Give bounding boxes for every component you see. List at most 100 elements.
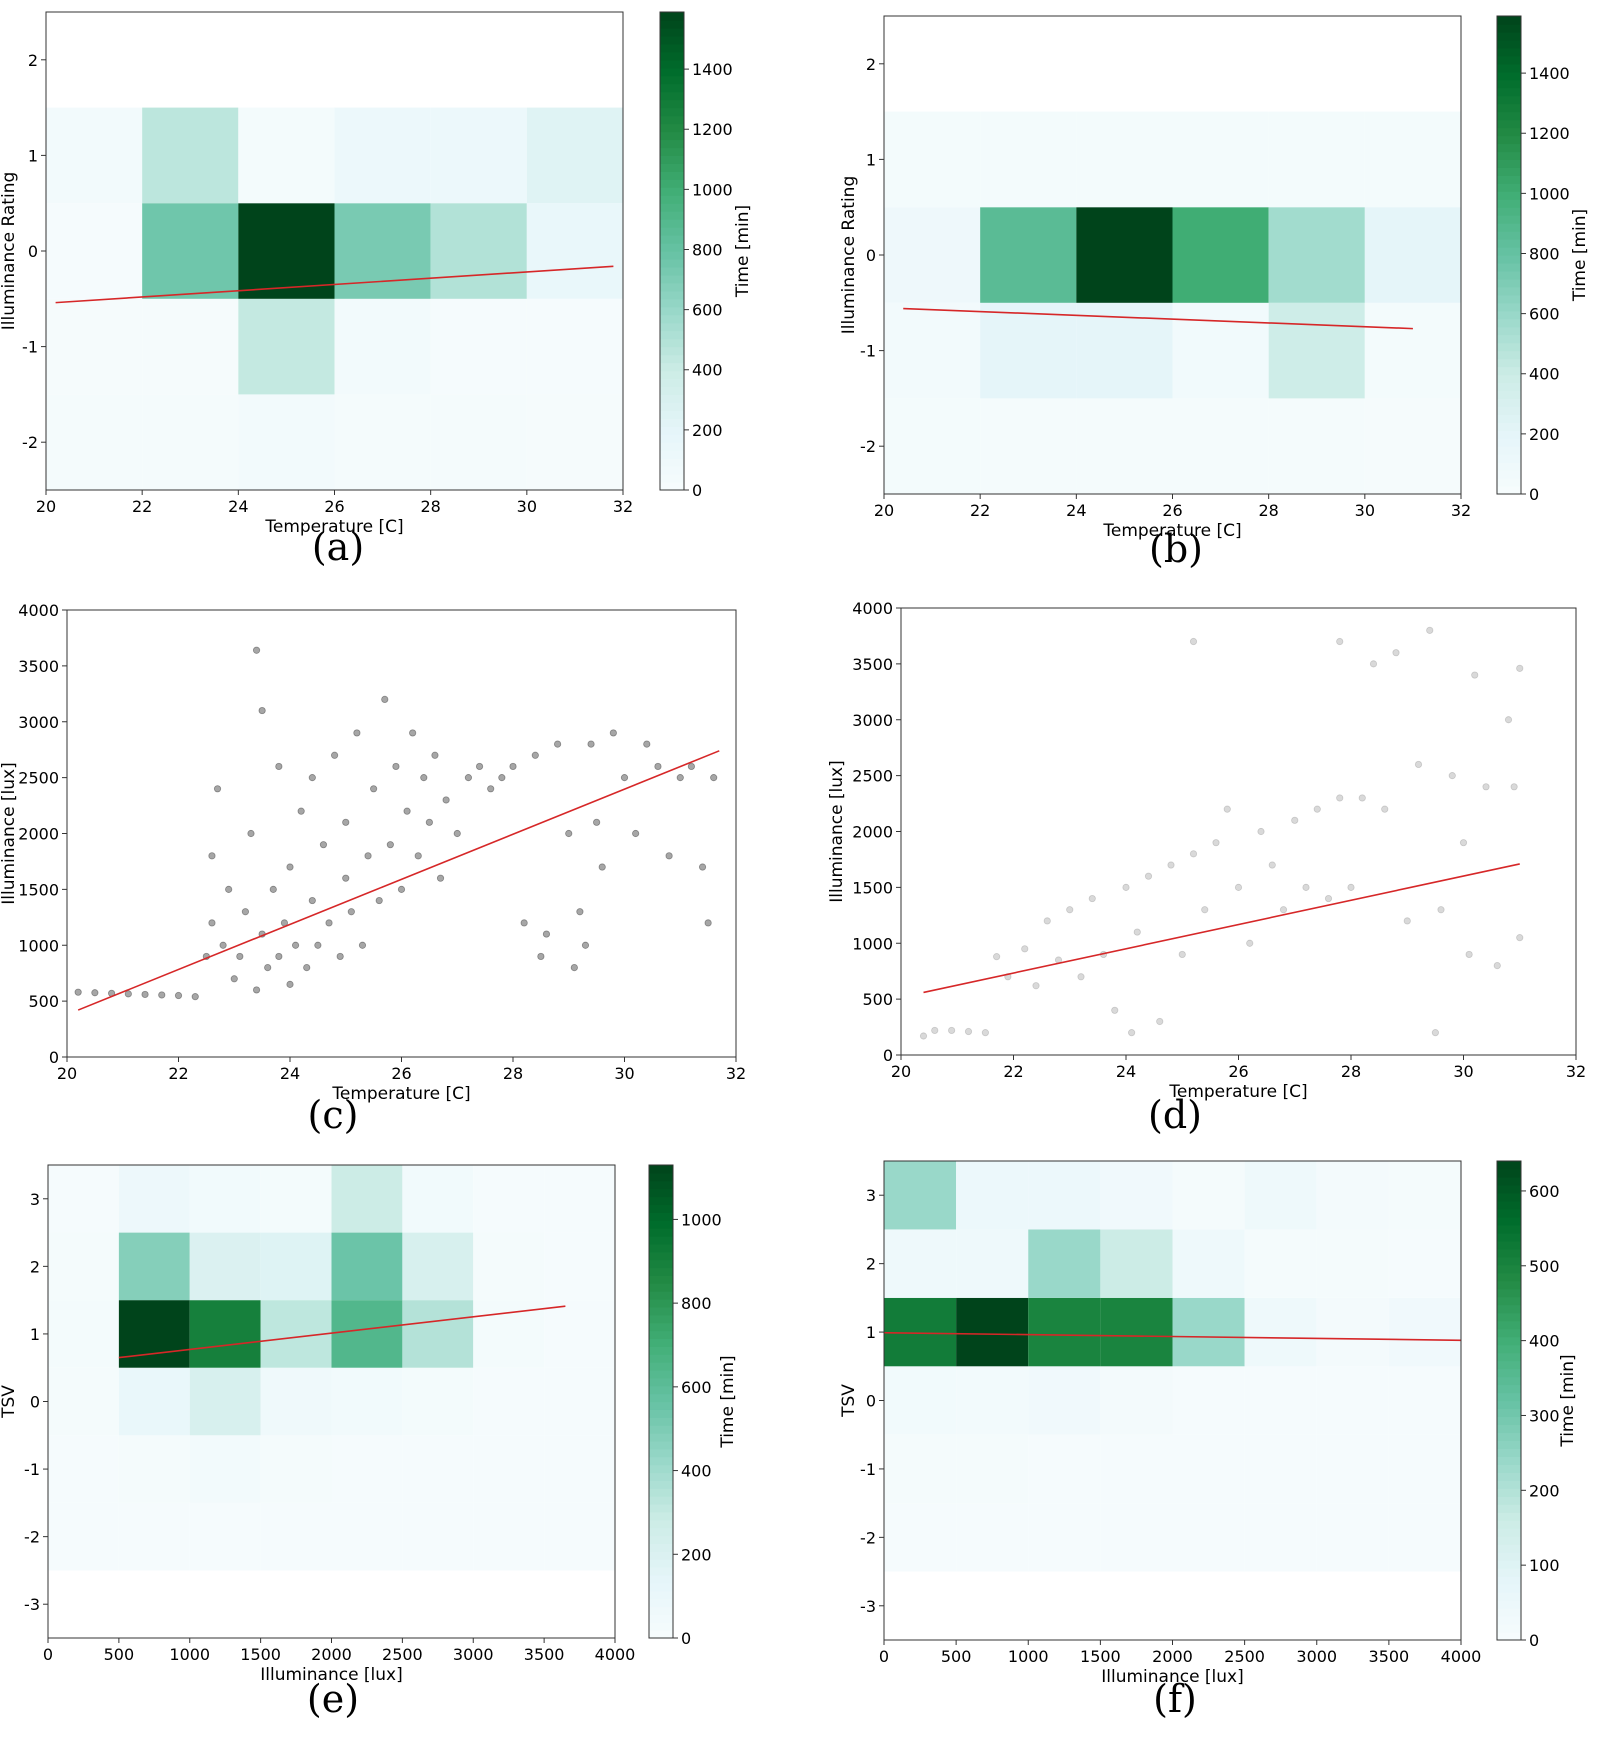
heatmap-cell	[1172, 1161, 1245, 1230]
panel-label: (d)	[1148, 1093, 1202, 1137]
heatmap-cell	[1172, 1366, 1245, 1435]
y-tick-label: 0	[883, 1046, 893, 1065]
colorbar-segment	[1497, 1504, 1521, 1513]
regression-line	[55, 265, 614, 304]
y-tick-label: -3	[860, 1597, 876, 1616]
heatmap-cell	[334, 394, 431, 490]
x-tick-label: 20	[891, 1062, 911, 1081]
colorbar-segment	[660, 322, 684, 332]
heatmap-cell	[46, 298, 143, 395]
heatmap-cell	[884, 1297, 957, 1367]
x-axis-label: Temperature [C]	[1168, 1082, 1307, 1102]
heatmap-cell	[884, 207, 981, 303]
colorbar-segment	[1497, 1320, 1521, 1330]
colorbar-tick-label: 200	[681, 1545, 712, 1564]
scatter-point	[275, 762, 283, 771]
y-tick-label: 3000	[18, 713, 59, 732]
scatter-point	[425, 818, 433, 826]
scatter-point	[475, 762, 484, 771]
y-tick-label: -3	[24, 1595, 40, 1614]
colorbar-segment	[1497, 1408, 1521, 1418]
colorbar-segment	[1497, 1616, 1521, 1625]
heatmap-cell	[334, 298, 431, 395]
colorbar-tick-label: 800	[1529, 244, 1560, 263]
colorbar-segment	[649, 1582, 673, 1592]
heatmap-cell	[1028, 1366, 1101, 1435]
scatter-point	[542, 930, 551, 938]
x-tick-label: 28	[1341, 1062, 1361, 1081]
colorbar-segment	[1497, 1376, 1521, 1386]
heatmap-cell	[1028, 1161, 1101, 1230]
x-tick-label: 1000	[169, 1645, 210, 1664]
colorbar-segment	[660, 171, 684, 180]
colorbar-tick-label: 500	[1529, 1257, 1560, 1276]
heatmap-cell	[334, 203, 431, 299]
heatmap-cell	[430, 394, 527, 490]
colorbar-segment	[1497, 1368, 1521, 1378]
scatter-point	[308, 774, 316, 782]
heatmap-cell	[956, 1366, 1029, 1435]
y-tick-label: 2	[28, 51, 38, 70]
scatter-point	[1493, 961, 1501, 970]
panel-3: 20 22 24 26 28 30 32 0 500 1000 1500 2000 2500 3000 35…	[827, 599, 1586, 1137]
colorbar-segment	[1497, 1456, 1521, 1465]
scatter-point	[1448, 772, 1456, 780]
scatter-point	[1437, 906, 1445, 914]
colorbar-segment	[660, 290, 684, 300]
heatmap-cell	[402, 1502, 474, 1571]
heatmap-cell	[118, 1435, 190, 1503]
colorbar-segment	[660, 91, 684, 101]
scatter-point	[1234, 883, 1243, 891]
scatter-point	[342, 818, 350, 826]
scatter-point	[581, 941, 590, 949]
scatter-point	[124, 990, 132, 998]
scatter-point	[1369, 660, 1378, 668]
heatmap-cell	[260, 1435, 332, 1503]
colorbar-segment	[649, 1338, 673, 1347]
scatter-point	[431, 751, 439, 759]
colorbar-segment	[1497, 1328, 1521, 1338]
colorbar-segment	[1497, 175, 1521, 184]
colorbar-segment	[1497, 167, 1521, 176]
heatmap-cell	[544, 1232, 615, 1301]
colorbar-segment	[660, 131, 684, 141]
y-axis-label: TSV	[0, 1385, 19, 1419]
colorbar-tick-label: 0	[1529, 1631, 1539, 1650]
heatmap-cell	[238, 298, 335, 395]
scatter-point	[1336, 637, 1344, 646]
heatmap-cell	[260, 1367, 332, 1436]
heatmap-cell	[1172, 1229, 1245, 1298]
x-tick-label: 24	[1066, 501, 1086, 520]
colorbar-segment	[1497, 358, 1521, 368]
colorbar-segment	[1497, 71, 1521, 81]
colorbar-segment	[660, 35, 684, 45]
heatmap-cell	[189, 1502, 261, 1571]
heatmap-cell	[1388, 1229, 1461, 1298]
x-tick-label: 500	[941, 1647, 972, 1666]
colorbar-segment	[660, 19, 684, 29]
colorbar-tick-label: 200	[692, 421, 723, 440]
scatter-point	[1189, 637, 1198, 646]
colorbar-tick-label: 1200	[692, 120, 733, 139]
x-axis-label: Temperature [C]	[1102, 521, 1241, 541]
colorbar-segment	[660, 474, 684, 483]
colorbar-tick-label: 300	[1529, 1406, 1560, 1425]
colorbar-segment	[1497, 1176, 1521, 1186]
panel-0: 20 22 24 26 28 30 32 -2 -1 0 1 2 Temperature [C] Illu…	[0, 11, 753, 569]
heatmap-cell	[544, 1502, 615, 1571]
colorbar-segment	[1497, 414, 1521, 423]
heatmap-cell	[142, 298, 239, 395]
heatmap-cell	[402, 1367, 474, 1436]
heatmap-cell	[980, 398, 1077, 494]
colorbar-segment	[1497, 207, 1521, 216]
heatmap-cell	[1076, 207, 1173, 303]
x-tick-label: 2000	[311, 1645, 352, 1664]
scatter-point	[225, 885, 233, 893]
colorbar-segment	[649, 1330, 673, 1340]
x-tick-label: 0	[879, 1647, 889, 1666]
scatter-point	[1257, 827, 1265, 836]
colorbar-tick-label: 0	[681, 1629, 691, 1648]
scatter-point	[386, 841, 394, 849]
heatmap-cell	[142, 107, 239, 204]
colorbar-segment	[660, 115, 684, 125]
